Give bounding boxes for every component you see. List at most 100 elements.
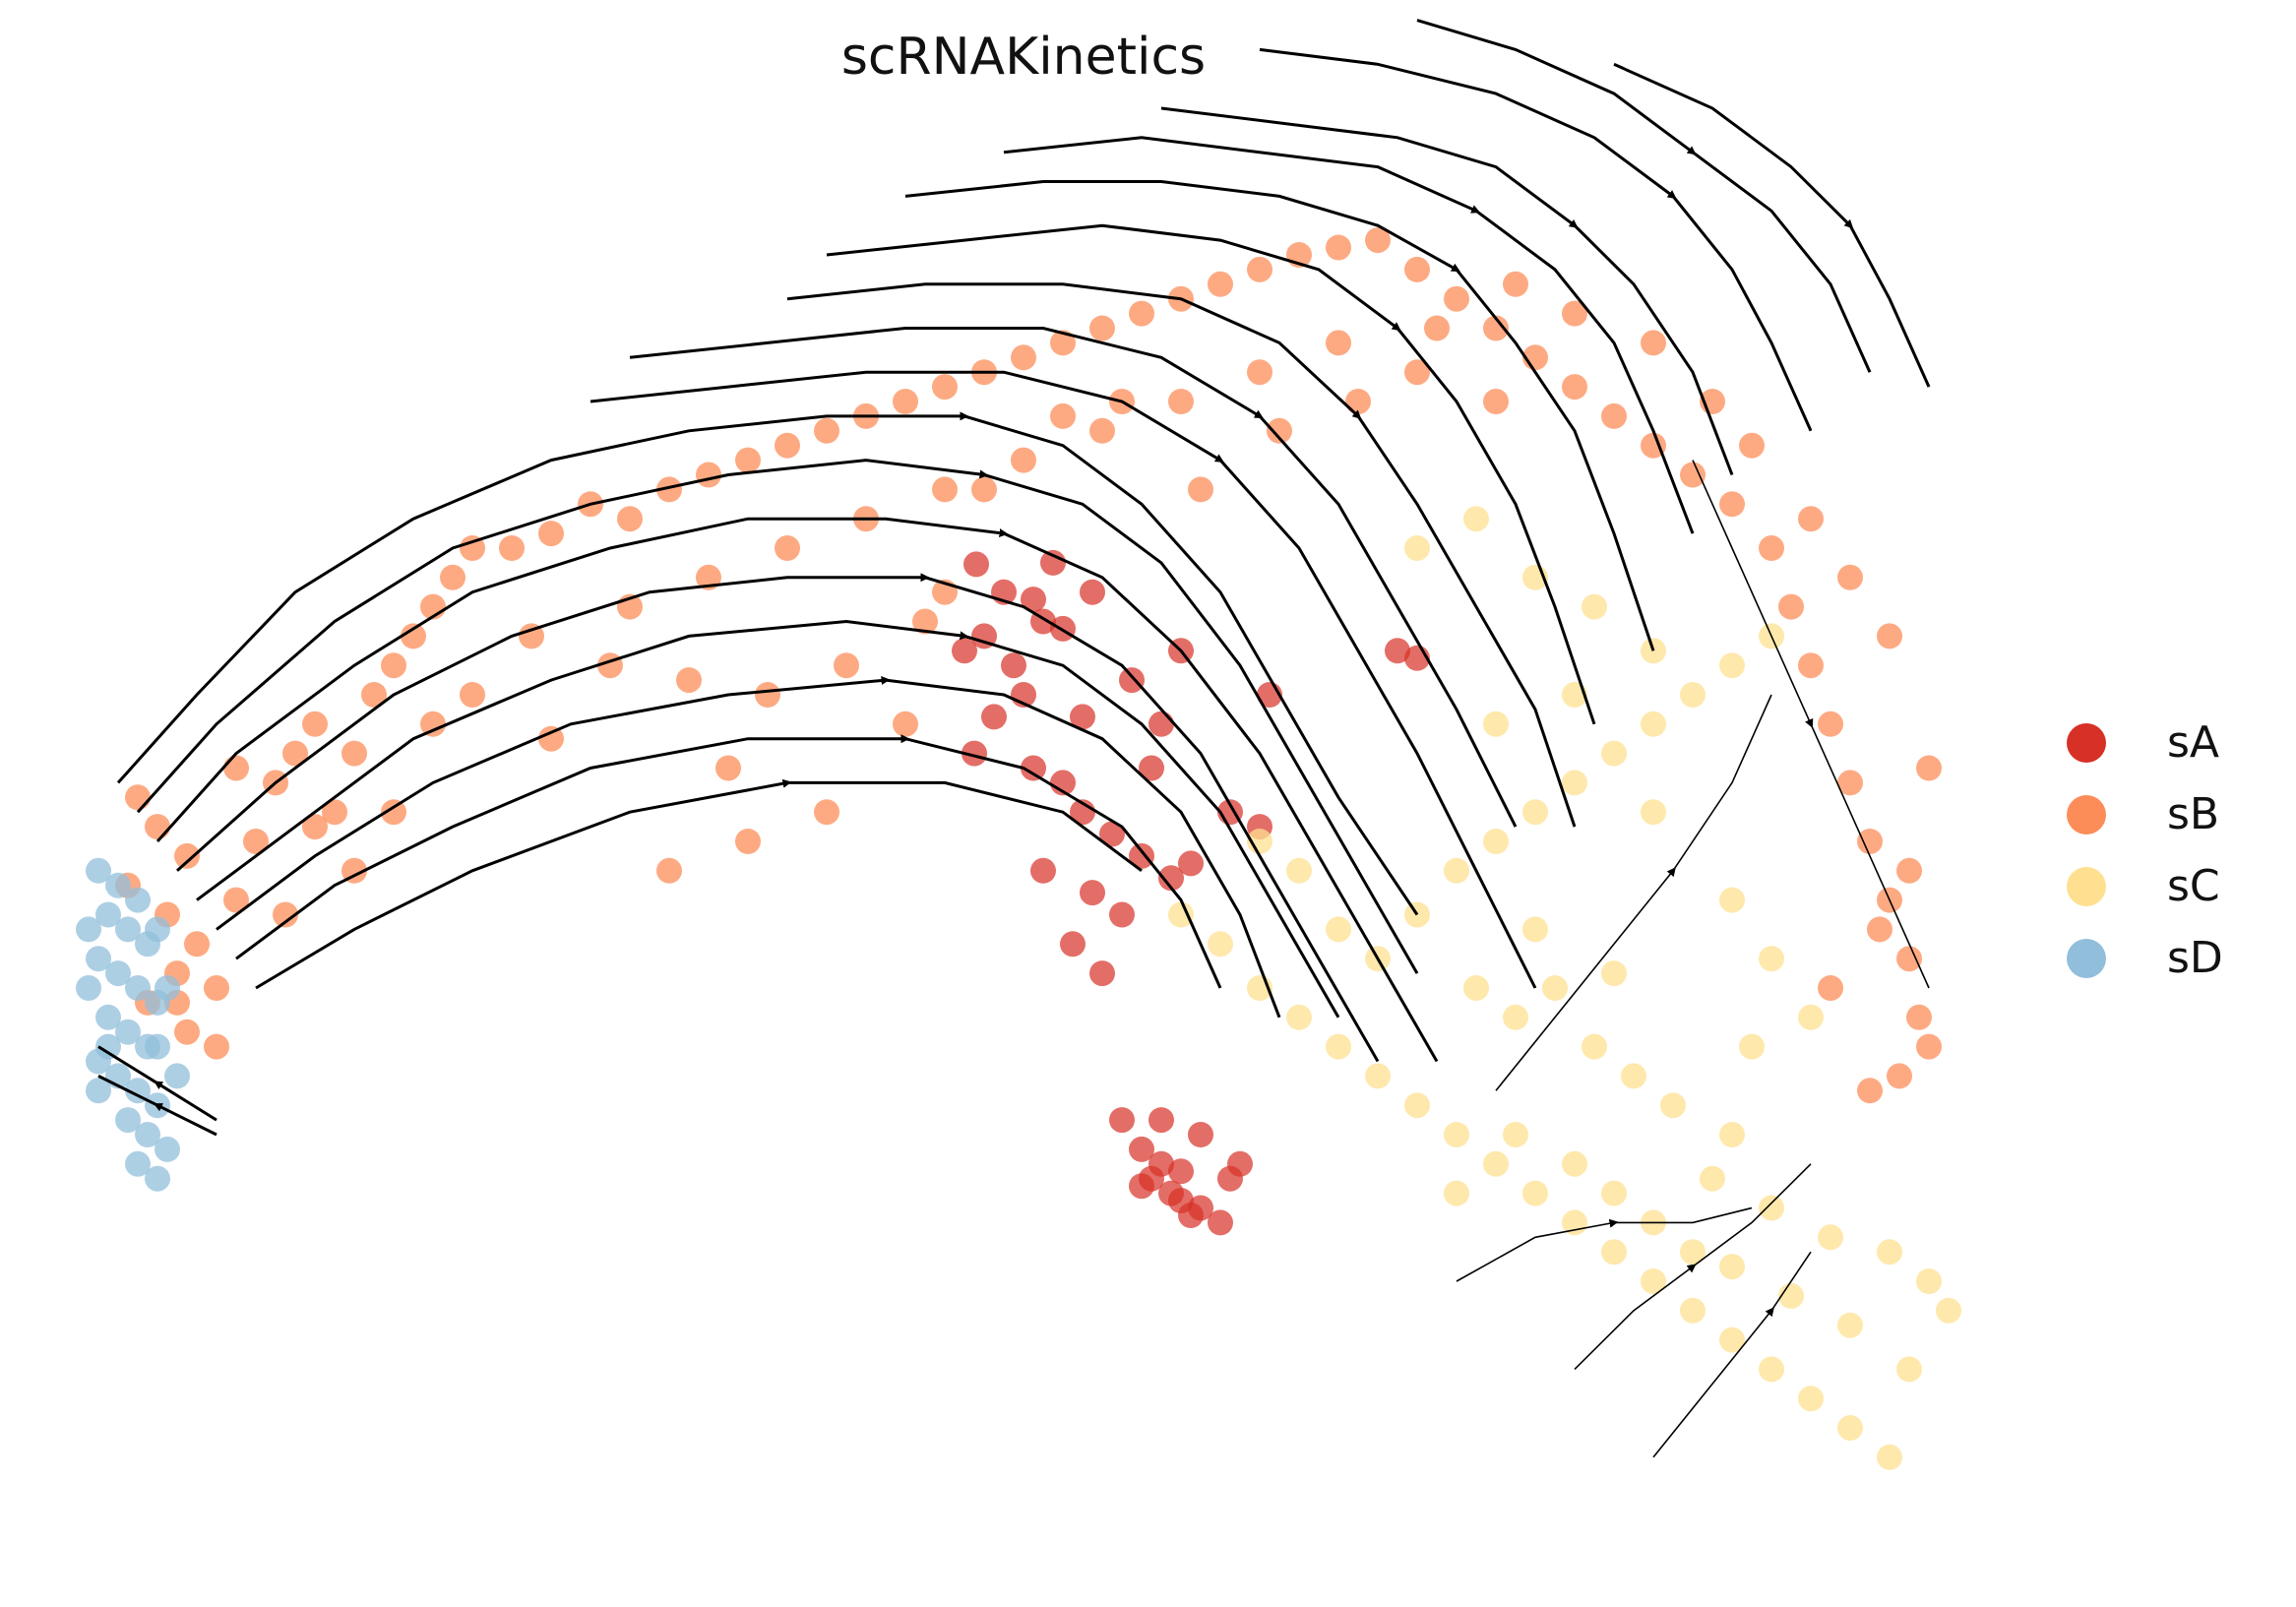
point-sC-4 [1326,1033,1351,1060]
point-sA-25 [962,740,987,767]
point-sB-15 [273,901,298,928]
point-sC-53 [1601,1180,1627,1206]
streamline-5 [196,619,1340,1019]
point-sB-29 [696,462,721,488]
streamline-8 [136,459,1419,974]
point-sB-28 [656,476,682,503]
point-sB-27 [617,506,643,532]
legend-item-sC: sC [2067,850,2223,922]
point-sC-28 [1522,799,1548,826]
point-sC-21 [1759,1195,1784,1221]
point-sC-69 [1463,975,1489,1001]
point-sB-61 [1857,829,1883,854]
point-sC-56 [1719,1254,1745,1280]
point-sB-22 [440,564,465,590]
point-sB-0 [125,784,151,811]
point-sB-30 [735,447,761,473]
point-sC-59 [1896,1356,1922,1383]
point-sC-13 [1680,1297,1706,1324]
legend-item-sB: sB [2067,778,2223,850]
point-sB-104 [1424,315,1450,341]
point-sC-19 [1916,1268,1942,1294]
point-sB-105 [1503,271,1528,297]
point-sC-32 [1680,682,1706,708]
point-sB-64 [1906,1004,1932,1030]
point-sB-39 [1089,315,1115,341]
point-sA-17 [1021,587,1046,613]
point-sB-110 [1798,506,1824,532]
streamlines-layer [97,19,1931,1458]
point-sB-8 [174,1019,200,1045]
streamline-7 [155,517,1439,1063]
point-sB-96 [893,711,918,737]
point-sC-23 [1877,1239,1902,1266]
point-sA-7 [1208,1209,1233,1236]
point-sB-111 [1837,564,1863,590]
point-sB-72 [932,476,958,503]
point-sB-66 [1887,1063,1912,1089]
streamline-11 [629,327,1518,828]
point-sB-101 [1188,476,1213,503]
point-sB-17 [341,740,367,767]
point-sA-48 [1040,549,1066,576]
point-sB-46 [1365,227,1391,254]
point-sB-73 [1011,447,1036,473]
point-sC-40 [1286,857,1312,884]
point-sB-90 [460,682,485,708]
point-sC-62 [1641,799,1666,826]
streamline-9 [116,414,1419,916]
point-sC-64 [1759,946,1784,972]
point-sB-99 [1050,402,1076,429]
point-sB-10 [223,887,249,913]
streamline-21 [1495,694,1772,1091]
point-sC-48 [1719,1122,1745,1147]
point-sB-55 [1719,491,1745,518]
point-sB-37 [1011,344,1036,371]
streamline-10 [590,370,1537,989]
point-sA-11 [1188,1122,1213,1147]
point-sC-44 [1542,975,1568,1001]
point-sA-12 [1217,1165,1243,1192]
point-sC-24 [1936,1297,1961,1324]
point-sB-59 [1818,711,1843,737]
point-sC-45 [1582,1033,1607,1060]
point-sD-21 [95,1033,121,1060]
point-sB-23 [460,535,485,561]
point-sB-67 [1857,1078,1883,1104]
point-sC-63 [1719,887,1745,913]
point-sB-48 [1444,285,1469,312]
point-sC-6 [1404,1092,1430,1119]
point-sB-51 [1562,374,1587,401]
point-sB-94 [656,857,682,884]
point-sD-22 [145,1033,170,1060]
point-sB-95 [814,799,839,826]
point-sC-0 [1168,901,1194,928]
point-sB-65 [1916,1033,1942,1060]
streamline-19 [1613,62,1931,388]
point-sB-35 [932,374,958,401]
point-sC-11 [1601,1239,1627,1266]
point-sA-34 [1089,960,1115,987]
point-sC-51 [1503,1122,1528,1147]
point-sC-17 [1837,1415,1863,1441]
point-sC-8 [1483,1150,1509,1177]
streamline-16 [1160,106,1734,476]
scatter-points-layer [76,227,1961,1470]
point-sC-14 [1719,1327,1745,1353]
point-sB-34 [893,389,918,414]
point-sA-10 [1148,1107,1174,1134]
point-sA-31 [1080,880,1105,906]
point-sB-20 [401,623,426,649]
point-sB-85 [912,608,938,635]
legend-label-sD: sD [2167,933,2223,983]
point-sC-35 [1404,535,1430,561]
point-sA-13 [1168,1188,1194,1213]
legend-swatch-sD [2067,938,2106,978]
point-sB-56 [1759,535,1784,561]
point-sD-29 [145,1165,170,1192]
point-sC-26 [1444,857,1469,884]
point-sB-83 [755,682,780,708]
legend-label-sC: sC [2167,861,2220,911]
point-sB-70 [775,535,800,561]
point-sB-76 [1247,359,1272,386]
